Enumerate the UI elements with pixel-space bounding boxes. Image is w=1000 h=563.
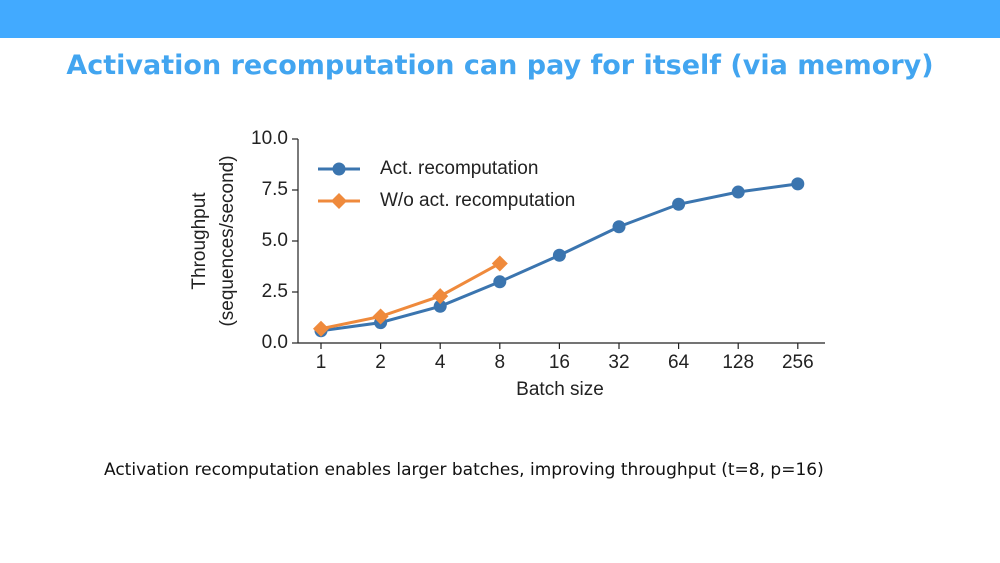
y-tick-label: 5.0: [262, 230, 288, 251]
x-axis-label: Batch size: [516, 379, 604, 400]
legend-label: W/o act. recomputation: [380, 190, 575, 211]
x-tick-label: 128: [722, 352, 754, 373]
data-point: [432, 288, 449, 305]
y-tick-label: 10.0: [251, 128, 288, 149]
data-point: [372, 308, 389, 325]
x-tick-label: 4: [435, 352, 446, 373]
data-point: [491, 255, 508, 272]
y-tick-label: 7.5: [262, 179, 288, 200]
x-tick-label: 32: [608, 352, 629, 373]
data-point: [731, 185, 745, 199]
x-tick-label: 64: [668, 352, 690, 373]
data-point: [552, 248, 566, 262]
y-axis-label: (sequences/second): [217, 155, 238, 326]
data-point: [672, 197, 686, 211]
x-tick-label: 2: [375, 352, 386, 373]
data-point: [433, 299, 447, 313]
legend-marker: [332, 162, 346, 176]
data-point: [791, 177, 805, 191]
y-tick-label: 2.5: [262, 281, 288, 302]
slide-title: Activation recomputation can pay for its…: [66, 50, 934, 81]
data-point: [612, 220, 626, 234]
x-tick-label: 256: [782, 352, 814, 373]
top-bar: [0, 0, 1000, 38]
caption: Activation recomputation enables larger …: [104, 460, 824, 480]
x-tick-label: 8: [495, 352, 506, 373]
x-tick-label: 16: [549, 352, 570, 373]
legend-label: Act. recomputation: [380, 158, 538, 179]
data-point: [313, 320, 329, 337]
data-point: [493, 275, 507, 289]
y-axis-label: Throughput: [189, 192, 210, 290]
y-tick-label: 0.0: [262, 332, 288, 353]
series-line: [320, 262, 501, 331]
x-tick-label: 1: [316, 352, 327, 373]
legend-marker: [331, 193, 347, 209]
